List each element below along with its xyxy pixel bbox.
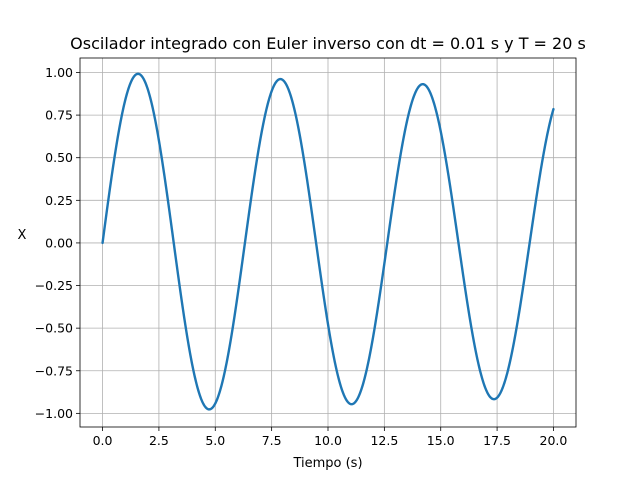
x-tick-label: 20.0 <box>540 433 568 448</box>
x-tick-label: 0.0 <box>93 433 113 448</box>
y-tick-label: 0.75 <box>45 108 73 123</box>
x-tick-label: 10.0 <box>314 433 342 448</box>
y-tick-label: 0.25 <box>45 193 73 208</box>
y-tick-label: 1.00 <box>45 65 73 80</box>
x-tick-label: 17.5 <box>483 433 511 448</box>
ticks: 0.0 2.5 5.0 7.5 10.0 12.5 15.0 17.5 20.0 1.00 0.75… <box>35 65 568 448</box>
chart-title: Oscilador integrado con Euler inverso co… <box>70 34 586 53</box>
x-tick-label: 7.5 <box>262 433 282 448</box>
y-tick-label: −1.00 <box>35 406 73 421</box>
x-axis-label: Tiempo (s) <box>292 456 362 471</box>
y-tick-label: −0.50 <box>35 321 73 336</box>
series-layer <box>101 72 555 411</box>
y-tick-label: 0.00 <box>45 235 73 250</box>
y-tick-label: 0.50 <box>45 150 73 165</box>
x-tick-label: 5.0 <box>205 433 225 448</box>
x-tick-label: 2.5 <box>149 433 169 448</box>
y-tick-label: −0.75 <box>35 363 73 378</box>
y-tick-label: −0.25 <box>35 278 73 293</box>
series-line <box>101 72 555 411</box>
x-tick-label: 12.5 <box>370 433 398 448</box>
x-tick-label: 15.0 <box>427 433 455 448</box>
y-axis-label: X <box>18 228 27 243</box>
